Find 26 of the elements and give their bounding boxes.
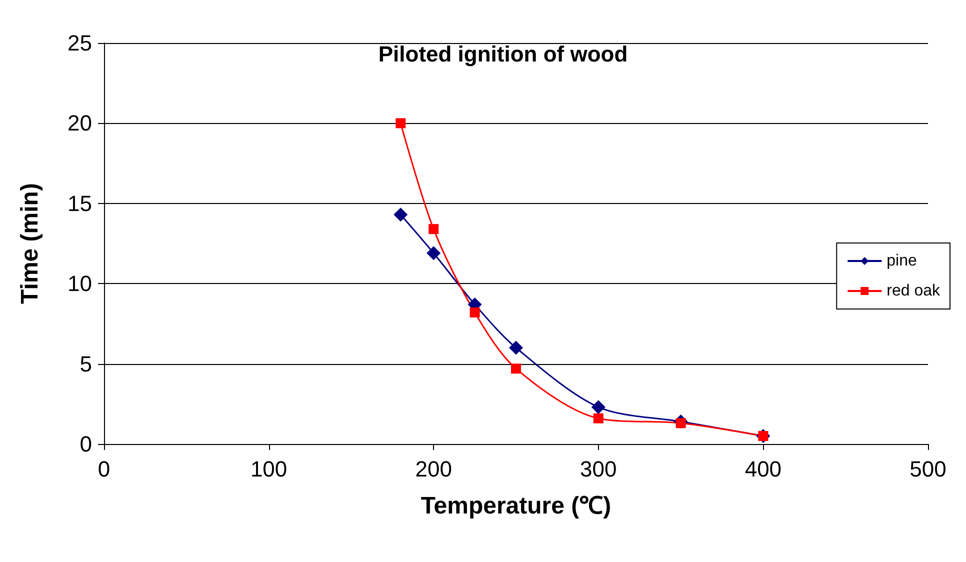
point [428,224,439,234]
x-axis-title: Temperature (℃) [420,492,612,520]
x-tick-label: 0 [98,456,110,482]
chart-title: Piloted ignition of wood [378,42,628,66]
x-tick-label: 100 [250,456,288,482]
point [511,364,521,374]
y-tick-label: 5 [80,351,92,376]
x-tick-label: 500 [910,456,946,482]
y-tick-label: 20 [68,110,92,136]
x-tick-label: 400 [744,456,782,482]
point [426,246,441,260]
y-tick-label: 15 [68,190,92,216]
y-tick-label: 0 [80,432,92,456]
legend-label: red oak [886,282,941,300]
legend-label: pine [886,252,917,270]
x-tick-label: 300 [580,456,617,482]
point [593,413,604,424]
x-tick-label: 200 [415,456,452,482]
y-tick-label: 10 [68,271,92,296]
y-axis-title: Time (min) [16,183,44,304]
y-tick-label: 25 [68,30,92,56]
point [396,118,406,128]
point [591,400,606,414]
point [509,340,523,355]
point [394,208,408,222]
point [470,307,480,318]
